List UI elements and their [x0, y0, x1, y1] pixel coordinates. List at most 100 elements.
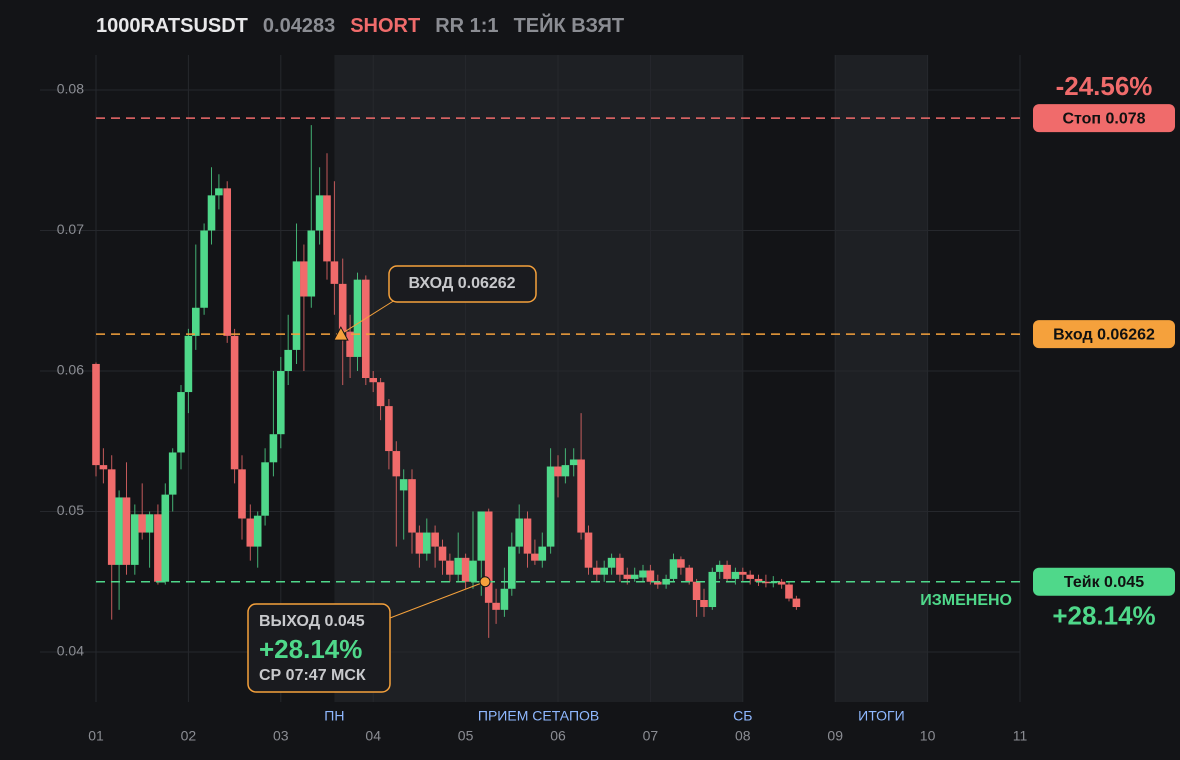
- candle-body: [616, 557, 624, 575]
- candle-body: [300, 261, 308, 297]
- level-result: -24.56%: [1056, 71, 1153, 101]
- candle-body: [415, 532, 424, 554]
- candle-body: [723, 564, 731, 579]
- exit-marker: [479, 576, 491, 588]
- candle-body: [385, 406, 393, 452]
- callout-time: СР 07:47 МСК: [259, 667, 366, 684]
- zone-label: ПРИЕМ СЕТАПОВ: [478, 708, 599, 724]
- candle-body: [461, 557, 470, 582]
- candle-body: [762, 581, 770, 584]
- y-tick-label: 0.05: [57, 502, 84, 518]
- x-tick-label: 03: [273, 728, 289, 744]
- candle-body: [477, 511, 486, 561]
- candle-body: [154, 514, 162, 582]
- candle-body: [392, 451, 401, 477]
- candle-body: [184, 335, 193, 393]
- candle-body: [692, 581, 701, 600]
- level-badge: [1033, 104, 1175, 133]
- candle-body: [161, 494, 170, 582]
- candle-body: [145, 514, 154, 533]
- zone-marker: СБ: [733, 708, 752, 724]
- x-tick-label: 11: [1013, 728, 1028, 744]
- candle-body: [177, 392, 185, 453]
- level-label: Тейк 0.045: [1064, 574, 1144, 591]
- candle-body: [715, 564, 724, 572]
- candle-body: [700, 599, 708, 608]
- candle-body: [561, 465, 570, 477]
- candle-body: [369, 378, 377, 383]
- candle-body: [338, 283, 347, 332]
- candle-body: [246, 518, 255, 547]
- candle-body: [577, 459, 585, 533]
- candle-body: [376, 382, 385, 407]
- candle-body: [284, 349, 292, 371]
- candle-body: [454, 557, 463, 575]
- candle-body: [653, 581, 662, 585]
- candle-body: [99, 465, 108, 470]
- candle-body: [777, 581, 786, 585]
- candle-body: [446, 560, 454, 575]
- callout-text: ВХОД 0.06262: [408, 275, 515, 292]
- candle-body: [500, 588, 509, 610]
- candle-body: [546, 466, 555, 547]
- candle-body: [492, 602, 500, 610]
- candle-body: [346, 331, 354, 357]
- candle-body: [531, 553, 539, 561]
- candle-body: [215, 188, 223, 196]
- x-tick-label: 04: [365, 728, 381, 744]
- candle-body: [200, 230, 208, 308]
- candle-body: [261, 462, 269, 516]
- side: SHORT: [350, 15, 421, 37]
- y-tick-label: 0.06: [57, 362, 84, 378]
- candle-body: [584, 532, 593, 568]
- candle-body: [593, 567, 601, 575]
- candle-body: [569, 459, 578, 466]
- x-tick-label: 07: [643, 728, 659, 744]
- level-note: ИЗМЕНЕНО: [920, 592, 1012, 609]
- candle-body: [422, 532, 431, 554]
- session-zone: [334, 55, 743, 702]
- candle-body: [677, 559, 685, 568]
- x-tick-label: 10: [920, 728, 936, 744]
- candle-body: [438, 546, 447, 561]
- callout-box: [247, 603, 391, 693]
- candle-body: [230, 335, 239, 470]
- candle-body: [253, 515, 262, 547]
- candle-body: [330, 261, 339, 284]
- candle-body: [600, 567, 608, 575]
- candle-body: [323, 195, 331, 262]
- candle-body: [269, 434, 278, 463]
- candle-body: [669, 559, 678, 579]
- zone-label: ИТОГИ: [858, 708, 905, 724]
- candle-body: [431, 532, 439, 547]
- candle-body: [353, 279, 362, 357]
- candle-body: [138, 514, 146, 533]
- candle-body: [277, 370, 285, 435]
- status: ТЕЙК ВЗЯТ: [513, 15, 625, 37]
- candle-body: [168, 452, 177, 495]
- candle-body: [399, 479, 408, 491]
- candle-body: [484, 511, 493, 603]
- level-label: Вход 0.06262: [1053, 326, 1155, 343]
- candle-body: [630, 574, 639, 579]
- candle-body: [639, 570, 647, 578]
- candle-body: [523, 518, 532, 554]
- callout-box: [388, 265, 537, 303]
- candle-body: [554, 466, 562, 477]
- candle-body: [623, 574, 632, 579]
- x-tick-label: 05: [458, 728, 474, 744]
- candle-body: [739, 571, 747, 575]
- candle-body: [515, 518, 523, 547]
- callout-leader: [340, 299, 396, 335]
- candle-body: [754, 578, 763, 582]
- x-tick-label: 01: [88, 728, 104, 744]
- candle-body: [131, 514, 139, 565]
- candle-body: [685, 567, 694, 582]
- price: 0.04283: [262, 15, 336, 37]
- candle-body: [708, 571, 717, 608]
- header: 1000RATSUSDT 0.04283 SHORT RR 1:1 ТЕЙК В…: [96, 15, 624, 38]
- candle-body: [538, 546, 547, 561]
- x-tick-label: 08: [735, 728, 751, 744]
- candle-body: [207, 195, 216, 231]
